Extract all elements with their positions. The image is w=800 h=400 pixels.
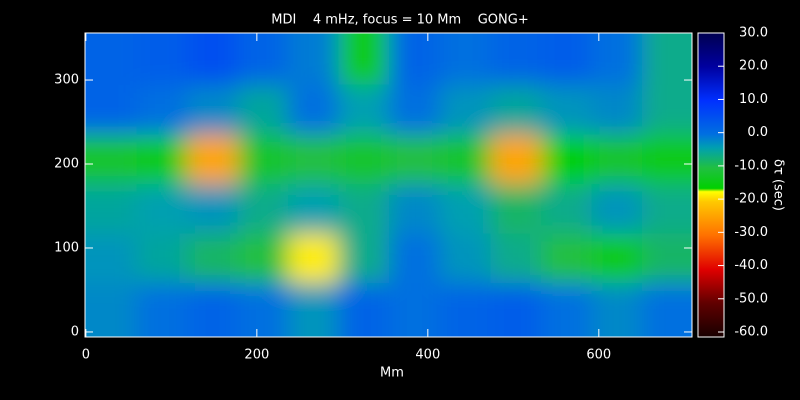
heatmap-cell xyxy=(338,133,390,184)
heatmap-cell xyxy=(440,281,492,337)
colorbar-tick-label: -60.0 xyxy=(734,325,768,340)
heatmap-cell xyxy=(490,33,543,85)
heatmap-cell xyxy=(541,182,593,234)
colorbar xyxy=(697,32,725,338)
heatmap-cell xyxy=(136,33,189,85)
heatmap-cell xyxy=(641,133,692,184)
heatmap-cell xyxy=(288,133,340,184)
heatmap-cell xyxy=(237,133,290,184)
heatmap-cell xyxy=(591,133,643,184)
heatmap-cell xyxy=(440,83,492,135)
heatmap-cell xyxy=(237,232,290,283)
heatmap-cell xyxy=(440,232,492,283)
heatmap-cell xyxy=(85,182,138,234)
x-tick-label: 400 xyxy=(415,348,440,363)
heatmap-cells xyxy=(85,33,692,337)
heatmap-cell xyxy=(288,33,340,85)
heatmap-cell xyxy=(338,232,390,283)
heatmap-cell xyxy=(85,232,138,283)
heatmap-cell xyxy=(490,133,543,184)
heatmap-cell xyxy=(187,83,239,135)
heatmap-cell xyxy=(388,232,441,283)
heatmap-cell xyxy=(288,281,340,337)
colorbar-tick-label: -50.0 xyxy=(734,291,768,306)
heatmap-cell xyxy=(541,281,593,337)
heatmap-cell xyxy=(641,83,692,135)
y-tick-label: 300 xyxy=(54,73,79,88)
colorbar-tick-label: -20.0 xyxy=(734,192,768,207)
heatmap-cell xyxy=(288,182,340,234)
heatmap-cell xyxy=(136,281,189,337)
heatmap-cell xyxy=(85,281,138,337)
heatmap-cell xyxy=(641,182,692,234)
heatmap-cell xyxy=(338,33,390,85)
colorbar-tick-label: -40.0 xyxy=(734,258,768,273)
colorbar-tick-label: 10.0 xyxy=(739,92,768,107)
heatmap-cell xyxy=(388,83,441,135)
heatmap-cell xyxy=(237,83,290,135)
y-tick-label: 100 xyxy=(54,240,79,255)
colorbar-tick-label: 30.0 xyxy=(739,26,768,41)
heatmap-cell xyxy=(440,182,492,234)
heatmap-cell xyxy=(338,281,390,337)
heatmap-cell xyxy=(388,133,441,184)
heatmap-cell xyxy=(641,232,692,283)
heatmap-cell xyxy=(541,232,593,283)
heatmap-cell xyxy=(237,281,290,337)
heatmap-cell xyxy=(388,281,441,337)
heatmap xyxy=(85,33,692,337)
y-tick-label: 0 xyxy=(71,324,79,339)
heatmap-cell xyxy=(541,133,593,184)
heatmap-cell xyxy=(85,133,138,184)
heatmap-cell xyxy=(541,33,593,85)
heatmap-cell xyxy=(440,133,492,184)
colorbar-tick-label: -10.0 xyxy=(734,158,768,173)
chart-title: MDI 4 mHz, focus = 10 Mm GONG+ xyxy=(271,13,528,28)
heatmap-cell xyxy=(490,281,543,337)
colorbar-tick-label: -30.0 xyxy=(734,225,768,240)
colorbar-tick-label: 20.0 xyxy=(739,59,768,74)
colorbar-label: δτ (sec) xyxy=(771,159,786,211)
y-tick-label: 200 xyxy=(54,157,79,172)
plot-frame xyxy=(84,32,693,338)
x-tick-label: 600 xyxy=(586,348,611,363)
heatmap-cell xyxy=(187,281,239,337)
heatmap-cell xyxy=(237,182,290,234)
heatmap-cell xyxy=(187,33,239,85)
heatmap-cell xyxy=(591,33,643,85)
heatmap-cell xyxy=(136,83,189,135)
heatmap-cell xyxy=(187,232,239,283)
heatmap-cell xyxy=(591,232,643,283)
x-axis-label: Mm xyxy=(380,366,404,381)
heatmap-cell xyxy=(288,232,340,283)
heatmap-cell xyxy=(85,83,138,135)
heatmap-cell xyxy=(136,133,189,184)
heatmap-cell xyxy=(641,33,692,85)
heatmap-cell xyxy=(541,83,593,135)
colorbar-tick-label: 0.0 xyxy=(747,125,768,140)
heatmap-cell xyxy=(591,83,643,135)
heatmap-cell xyxy=(440,33,492,85)
heatmap-cell xyxy=(591,281,643,337)
heatmap-cell xyxy=(338,83,390,135)
heatmap-cell xyxy=(490,182,543,234)
heatmap-cell xyxy=(136,182,189,234)
heatmap-cell xyxy=(237,33,290,85)
heatmap-cell xyxy=(490,83,543,135)
heatmap-cell xyxy=(187,133,239,184)
heatmap-cell xyxy=(388,182,441,234)
heatmap-cell xyxy=(136,232,189,283)
heatmap-cell xyxy=(490,232,543,283)
x-tick-label: 200 xyxy=(244,348,269,363)
heatmap-cell xyxy=(591,182,643,234)
heatmap-cell xyxy=(338,182,390,234)
heatmap-cell xyxy=(85,33,138,85)
heatmap-cell xyxy=(187,182,239,234)
heatmap-cell xyxy=(641,281,692,337)
heatmap-cell xyxy=(288,83,340,135)
heatmap-cell xyxy=(388,33,441,85)
x-tick-label: 0 xyxy=(82,348,90,363)
